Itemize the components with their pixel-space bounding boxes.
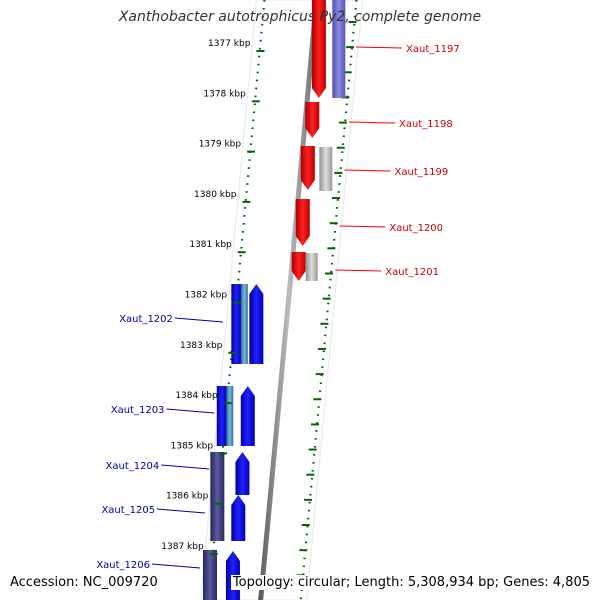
kbp-tick-label: 1380 kbp <box>194 190 237 200</box>
gene-label-leader <box>355 46 403 49</box>
kbp-tick-label: 1386 kbp <box>166 492 209 502</box>
forward-gene-label[interactable]: Xaut_1200 <box>389 223 443 234</box>
reverse-gene-arrow <box>235 452 250 495</box>
gene-label-leader <box>349 121 396 124</box>
forward-gene-label[interactable]: Xaut_1201 <box>385 267 439 278</box>
reverse-gene-arrow <box>249 284 264 364</box>
forward-gene-label[interactable]: Xaut_1198 <box>399 119 453 130</box>
reverse-gene-label[interactable]: Xaut_1206 <box>96 560 150 571</box>
kbp-tick-label: 1379 kbp <box>199 140 242 150</box>
cds-block <box>231 284 242 364</box>
kbp-tick-label: 1382 kbp <box>185 291 228 301</box>
accession-text: Accession: NC_009720 <box>8 575 160 590</box>
reverse-gene-arrow <box>240 386 255 446</box>
forward-gene-arrow <box>300 146 315 190</box>
kbp-tick-label: 1385 kbp <box>171 441 214 451</box>
map-title: Xanthobacter autotrophicus Py2, complete… <box>118 9 482 25</box>
cds-block-alt <box>240 284 248 364</box>
scale-ticks: 1377 kbp 1378 kbp 1379 kbp 1380 kbp 1381 kbp… <box>161 39 265 555</box>
reverse-gene-label[interactable]: Xaut_1202 <box>119 314 173 325</box>
gene-label-leader <box>157 508 206 514</box>
forward-gene-arrow <box>295 199 310 246</box>
kbp-tick-label: 1378 kbp <box>203 89 246 99</box>
reverse-gene-arrow <box>231 495 246 541</box>
protein-feature-block <box>202 550 217 600</box>
gene-labels: Xaut_1197 Xaut_1198 Xaut_1199 Xaut_1200 Xaut… <box>96 44 459 571</box>
kbp-tick-label: 1384 kbp <box>175 391 218 401</box>
reverse-gene-label[interactable]: Xaut_1205 <box>101 505 155 516</box>
gene-label-leader <box>344 169 391 172</box>
forward-gene-label[interactable]: Xaut_1199 <box>395 167 449 178</box>
kbp-tick-label: 1387 kbp <box>161 542 204 552</box>
kbp-tick-label: 1381 kbp <box>189 240 232 250</box>
forward-gene-arrow <box>311 0 326 98</box>
gene-label-leader <box>161 464 210 470</box>
cds-block <box>216 386 227 446</box>
forward-gene-arrow <box>305 102 320 138</box>
pseudo-feature-block <box>305 253 318 281</box>
cds-block-alt <box>226 386 234 446</box>
pseudo-feature-block <box>319 147 333 191</box>
protein-feature-block <box>332 0 346 98</box>
gene-label-leader <box>166 408 215 414</box>
kbp-tick-label: 1377 kbp <box>208 39 251 49</box>
gene-label-leader <box>151 563 201 569</box>
gene-label-leader <box>335 269 382 272</box>
reverse-gene-label[interactable]: Xaut_1204 <box>106 461 160 472</box>
kbp-tick-label: 1383 kbp <box>180 341 223 351</box>
gc-dotted-lines <box>207 0 358 600</box>
topology-text: Topology: circular; Length: 5,308,934 bp… <box>230 575 592 590</box>
gene-label-leader <box>174 317 223 323</box>
gene-label-leader <box>339 225 386 228</box>
forward-gene-arrow <box>291 252 306 281</box>
reverse-gene-label[interactable]: Xaut_1203 <box>111 405 165 416</box>
protein-feature-block <box>210 452 225 541</box>
forward-gene-label[interactable]: Xaut_1197 <box>406 44 460 55</box>
